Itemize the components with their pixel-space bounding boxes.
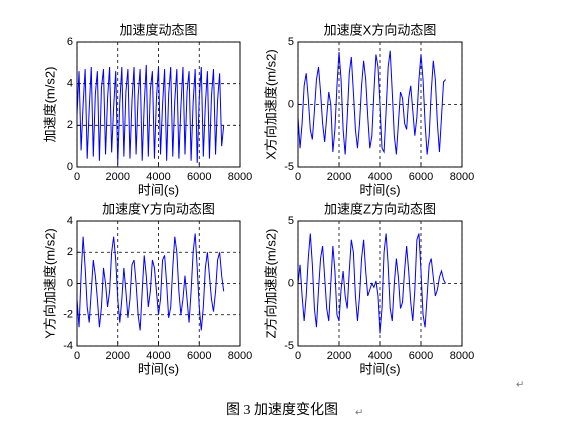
x-tick-label: 2000 <box>106 171 130 183</box>
y-tick-label: -5 <box>284 161 294 173</box>
y-tick-label: 0 <box>67 277 73 289</box>
chart-title: 加速度X方向动态图 <box>324 22 437 37</box>
x-tick-label: 4000 <box>368 350 392 362</box>
data-line <box>76 233 225 331</box>
x-tick-label: 0 <box>74 350 80 362</box>
chart-title: 加速度Z方向动态图 <box>324 201 436 216</box>
x-tick-label: 0 <box>74 171 80 183</box>
subplot: 0 2000 4000 6000 8000-505加速度X方向动态图时间(s)X方向加速… <box>263 22 474 197</box>
y-tick-label: -4 <box>63 340 73 352</box>
paragraph-mark: ↵ <box>355 408 363 419</box>
x-tick-label: 6000 <box>409 350 433 362</box>
plot-frame <box>76 41 241 168</box>
y-tick-label: -2 <box>63 309 73 321</box>
x-tick-label: 0 <box>295 171 301 183</box>
y-tick-label: 0 <box>288 98 294 110</box>
y-axis-label: 加速度(m/s2) <box>42 67 57 143</box>
x-tick-label: 8000 <box>450 350 474 362</box>
y-tick-label: 4 <box>67 215 73 227</box>
y-tick-label: 2 <box>67 119 73 131</box>
y-tick-label: 0 <box>288 277 294 289</box>
x-axis-label: 时间(s) <box>359 182 400 197</box>
plot-frame <box>297 220 463 347</box>
x-tick-label: 6000 <box>187 171 211 183</box>
y-tick-label: 5 <box>288 215 294 227</box>
x-tick-label: 6000 <box>409 171 433 183</box>
y-tick-label: 2 <box>67 246 73 258</box>
data-line <box>76 64 225 163</box>
x-tick-label: 4000 <box>146 171 170 183</box>
y-tick-label: 0 <box>67 161 73 173</box>
caption: 图 3 加速度变化图 <box>226 402 338 418</box>
data-line <box>297 50 446 155</box>
x-tick-label: 4000 <box>146 350 170 362</box>
chart-title: 加速度Y方向动态图 <box>102 201 215 216</box>
x-axis-label: 时间(s) <box>138 182 179 197</box>
x-tick-label: 2000 <box>106 350 130 362</box>
y-axis-label: Y方向加速度(m/s2) <box>42 228 57 339</box>
y-tick-label: 5 <box>288 36 294 48</box>
chart-title: 加速度动态图 <box>119 22 197 37</box>
x-tick-label: 6000 <box>187 350 211 362</box>
plot-frame <box>297 41 463 168</box>
y-axis-label: Z方向加速度(m/s2) <box>263 229 278 339</box>
x-tick-label: 8000 <box>450 171 474 183</box>
y-tick-label: 6 <box>67 36 73 48</box>
y-tick-label: -5 <box>284 340 294 352</box>
subplot: 0 2000 4000 6000 8000-505加速度Z方向动态图时间(s)Z方向加速… <box>263 201 474 376</box>
plot-frame <box>76 220 241 347</box>
x-tick-label: 8000 <box>228 350 252 362</box>
x-tick-label: 8000 <box>228 171 252 183</box>
data-line <box>297 233 447 334</box>
x-tick-label: 2000 <box>327 350 351 362</box>
y-tick-label: 4 <box>67 78 73 90</box>
x-axis-label: 时间(s) <box>138 361 179 376</box>
x-tick-label: 4000 <box>368 171 392 183</box>
x-tick-label: 0 <box>295 350 301 362</box>
x-tick-label: 2000 <box>327 171 351 183</box>
y-axis-label: X方向加速度(m/s2) <box>263 49 278 160</box>
paragraph-mark: ↵ <box>516 380 524 391</box>
x-axis-label: 时间(s) <box>359 361 400 376</box>
